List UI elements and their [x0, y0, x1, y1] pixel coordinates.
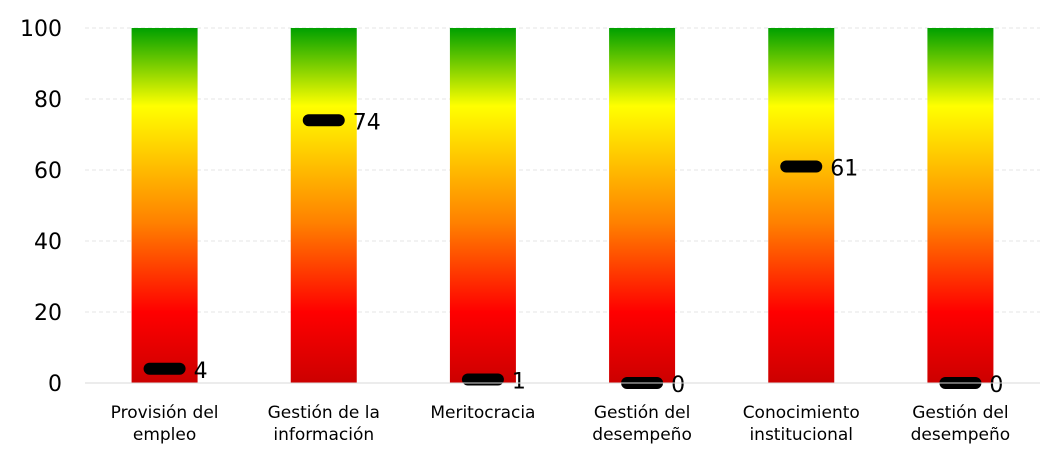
- category-label: Gestión de la información: [268, 403, 380, 445]
- value-marker: [780, 160, 823, 173]
- bar: [609, 28, 676, 383]
- y-tick-label: 80: [34, 88, 62, 113]
- data-label: 74: [353, 110, 381, 135]
- y-tick-label: 100: [20, 17, 62, 42]
- category-label: Gestión del desempeño: [592, 403, 692, 445]
- y-tick-label: 20: [34, 301, 62, 326]
- data-labels: 4 74 1 0 61 0: [194, 110, 1004, 398]
- bar: [927, 28, 994, 383]
- bars: [131, 28, 994, 383]
- data-label: 1: [512, 369, 526, 394]
- data-label: 61: [830, 156, 858, 181]
- bar: [449, 28, 516, 383]
- category-label: Gestión del desempeño: [911, 403, 1011, 445]
- y-tick-label: 60: [34, 159, 62, 184]
- bar: [768, 28, 835, 383]
- data-label: 4: [194, 359, 208, 384]
- category-label: Conocimiento institucional: [743, 403, 860, 445]
- y-tick-label: 40: [34, 230, 62, 255]
- y-axis: 0 20 40 60 80 100: [20, 17, 62, 397]
- value-marker: [461, 373, 504, 386]
- x-axis: Provisión del empleo Gestión de la informac…: [85, 382, 1040, 445]
- data-label: 0: [989, 373, 1003, 398]
- value-marker: [302, 114, 345, 127]
- bar: [131, 28, 198, 383]
- y-tick-label: 0: [48, 372, 62, 397]
- category-label: Meritocracia: [430, 403, 535, 423]
- value-markers: [143, 114, 982, 389]
- data-label: 0: [671, 373, 685, 398]
- value-marker: [143, 362, 186, 375]
- bar: [290, 28, 357, 383]
- category-label: Provisión del empleo: [111, 403, 219, 445]
- gridlines: [85, 27, 1040, 384]
